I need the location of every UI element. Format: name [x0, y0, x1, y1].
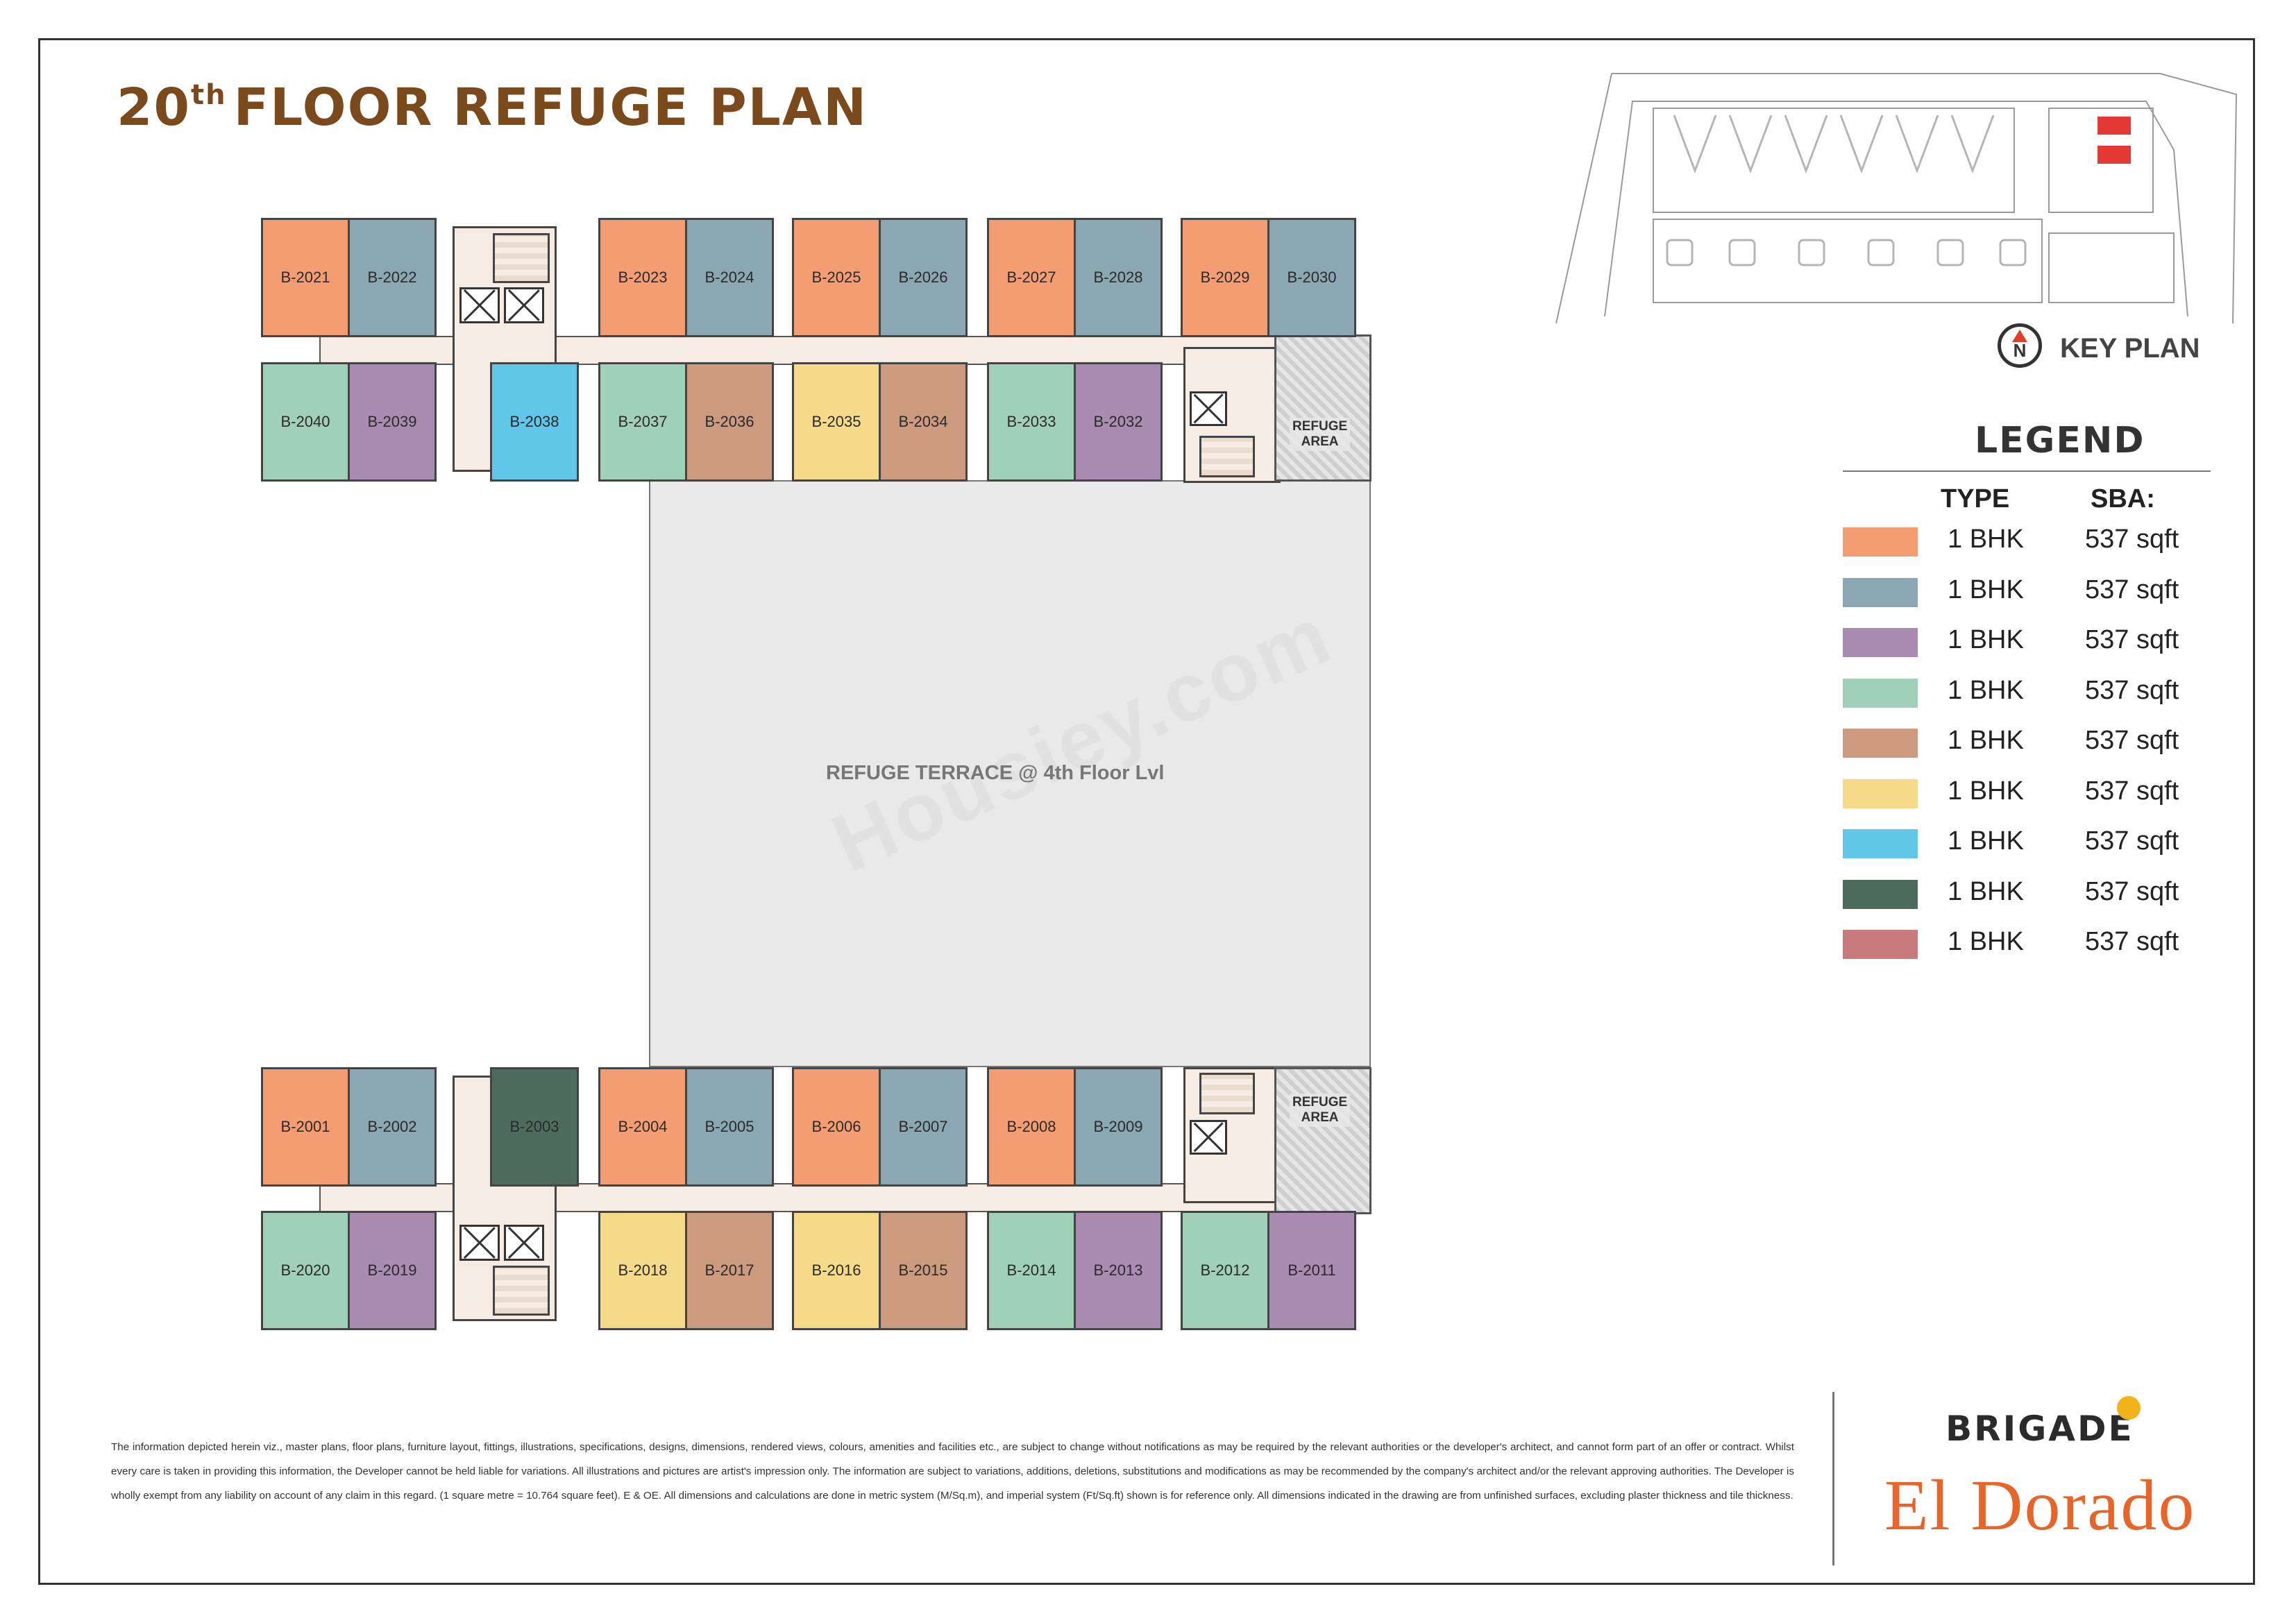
legend-sba: 537 sqft: [2085, 826, 2179, 856]
legend-type: 1 BHK: [1948, 826, 2024, 856]
legend-sba: 537 sqft: [2085, 776, 2179, 806]
unit[interactable]: B-2006: [792, 1067, 881, 1187]
unit[interactable]: B-2004: [598, 1067, 687, 1187]
legend-type: 1 BHK: [1948, 676, 2024, 705]
unit[interactable]: B-2014: [987, 1211, 1076, 1330]
unit[interactable]: B-2008: [987, 1067, 1076, 1187]
unit[interactable]: B-2016: [792, 1211, 881, 1330]
disclaimer-text: The information depicted herein viz., ma…: [111, 1441, 1794, 1502]
legend-sba-header: SBA:: [2091, 484, 2155, 513]
unit[interactable]: B-2019: [348, 1211, 437, 1330]
top-refuge-area-label: REFUGE AREA: [1290, 418, 1351, 451]
legend-swatch: [1843, 578, 1918, 607]
legend-sba: 537 sqft: [2085, 625, 2179, 654]
bottom-left-staircase: [493, 1266, 550, 1316]
legend-swatch: [1843, 880, 1918, 909]
bottom-left-lift-2: [504, 1225, 544, 1261]
legend-type: 1 BHK: [1948, 877, 2024, 906]
unit[interactable]: B-2037: [598, 362, 687, 482]
page-title: 20th FLOOR REFUGE PLAN: [117, 78, 868, 137]
unit[interactable]: B-2003: [490, 1067, 579, 1187]
unit[interactable]: B-2032: [1074, 362, 1163, 482]
unit[interactable]: B-2022: [348, 218, 437, 337]
unit[interactable]: B-2012: [1181, 1211, 1269, 1330]
unit[interactable]: B-2027: [987, 218, 1076, 337]
unit[interactable]: B-2025: [792, 218, 881, 337]
bottom-refuge-area: [1274, 1067, 1371, 1214]
unit[interactable]: B-2021: [261, 218, 350, 337]
bottom-right-staircase: [1199, 1073, 1255, 1114]
key-plan-map: [1555, 73, 2238, 324]
unit[interactable]: B-2020: [261, 1211, 350, 1330]
bottom-refuge-area-label: REFUGE AREA: [1290, 1094, 1351, 1127]
top-left-lift-1: [459, 287, 500, 323]
unit[interactable]: B-2007: [879, 1067, 968, 1187]
bottom-right-lift: [1190, 1120, 1227, 1155]
legend-swatch: [1843, 779, 1918, 808]
unit[interactable]: B-2029: [1181, 218, 1269, 337]
legend-divider: [1843, 470, 2211, 472]
unit[interactable]: B-2036: [685, 362, 774, 482]
top-left-staircase: [493, 233, 550, 283]
brand-logo: BRIGADE: [1945, 1409, 2134, 1449]
legend-type-header: TYPE: [1941, 484, 2010, 513]
legend-swatch: [1843, 829, 1918, 858]
legend-swatch: [1843, 628, 1918, 657]
legend-sba: 537 sqft: [2085, 726, 2179, 755]
unit[interactable]: B-2017: [685, 1211, 774, 1330]
legend-sba: 537 sqft: [2085, 525, 2179, 554]
unit[interactable]: B-2005: [685, 1067, 774, 1187]
unit[interactable]: B-2009: [1074, 1067, 1163, 1187]
legend-swatch: [1843, 679, 1918, 708]
unit[interactable]: B-2030: [1267, 218, 1356, 337]
legend-swatch: [1843, 930, 1918, 959]
legend-sba: 537 sqft: [2085, 575, 2179, 604]
key-plan-label: KEY PLAN: [2060, 333, 2200, 364]
unit[interactable]: B-2002: [348, 1067, 437, 1187]
unit[interactable]: B-2040: [261, 362, 350, 482]
legend-sba: 537 sqft: [2085, 927, 2179, 956]
legend-type: 1 BHK: [1948, 525, 2024, 554]
unit[interactable]: B-2023: [598, 218, 687, 337]
legend-sba: 537 sqft: [2085, 877, 2179, 906]
refuge-terrace-label: REFUGE TERRACE @ 4th Floor Lvl: [826, 762, 1165, 784]
legend-type: 1 BHK: [1948, 776, 2024, 806]
top-right-staircase: [1199, 436, 1255, 477]
unit[interactable]: B-2001: [261, 1067, 350, 1187]
legend-type: 1 BHK: [1948, 726, 2024, 755]
legend-title: LEGEND: [1975, 420, 2145, 461]
project-logo: El Dorado: [1884, 1465, 2196, 1545]
north-arrow-icon: N: [1998, 323, 2042, 368]
legend-swatch: [1843, 527, 1918, 556]
top-left-lift-2: [504, 287, 544, 323]
unit[interactable]: B-2038: [490, 362, 579, 482]
legend-type: 1 BHK: [1948, 625, 2024, 654]
unit[interactable]: B-2026: [879, 218, 968, 337]
legend-type: 1 BHK: [1948, 575, 2024, 604]
top-refuge-area: [1274, 334, 1371, 482]
unit[interactable]: B-2024: [685, 218, 774, 337]
legend-sba: 537 sqft: [2085, 676, 2179, 705]
unit[interactable]: B-2011: [1267, 1211, 1356, 1330]
unit[interactable]: B-2028: [1074, 218, 1163, 337]
unit[interactable]: B-2035: [792, 362, 881, 482]
unit[interactable]: B-2013: [1074, 1211, 1163, 1330]
top-right-lift: [1190, 391, 1227, 426]
unit[interactable]: B-2015: [879, 1211, 968, 1330]
legend-swatch: [1843, 729, 1918, 758]
refuge-terrace: [649, 480, 1371, 1067]
unit[interactable]: B-2018: [598, 1211, 687, 1330]
footer-divider: [1832, 1392, 1834, 1565]
brand-logo-dot: [2117, 1396, 2141, 1420]
unit[interactable]: B-2033: [987, 362, 1076, 482]
unit[interactable]: B-2039: [348, 362, 437, 482]
unit[interactable]: B-2034: [879, 362, 968, 482]
page-frame: [38, 38, 2255, 1585]
legend-type: 1 BHK: [1948, 927, 2024, 956]
bottom-left-lift-1: [459, 1225, 500, 1261]
